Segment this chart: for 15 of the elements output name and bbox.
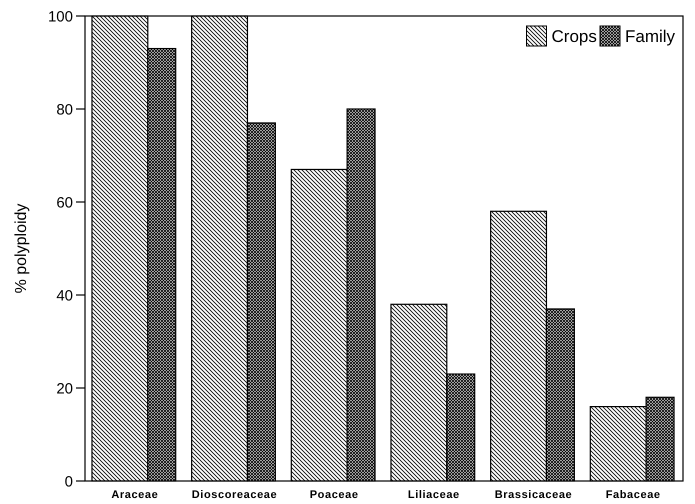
legend-label: Crops [552,27,597,46]
x-tick-label: Dioscoreaceae [192,489,278,501]
y-tick-label: 60 [56,194,73,212]
x-tick-label: Liliaceae [408,489,460,501]
y-axis-title: % polyploidy [13,204,30,294]
y-tick-label: 100 [48,8,73,26]
y-tick-label: 20 [56,380,73,398]
x-tick-label: Fabaceae [606,489,661,501]
x-tick-label: Poaceae [310,489,359,501]
y-tick-label: 0 [64,473,73,490]
y-tick-label: 40 [56,287,73,304]
x-tick-label: Araceae [111,489,158,501]
y-tick-label: 80 [56,101,73,118]
legend-label: Family [625,27,676,46]
x-tick-label: Brassicaceae [494,489,572,501]
